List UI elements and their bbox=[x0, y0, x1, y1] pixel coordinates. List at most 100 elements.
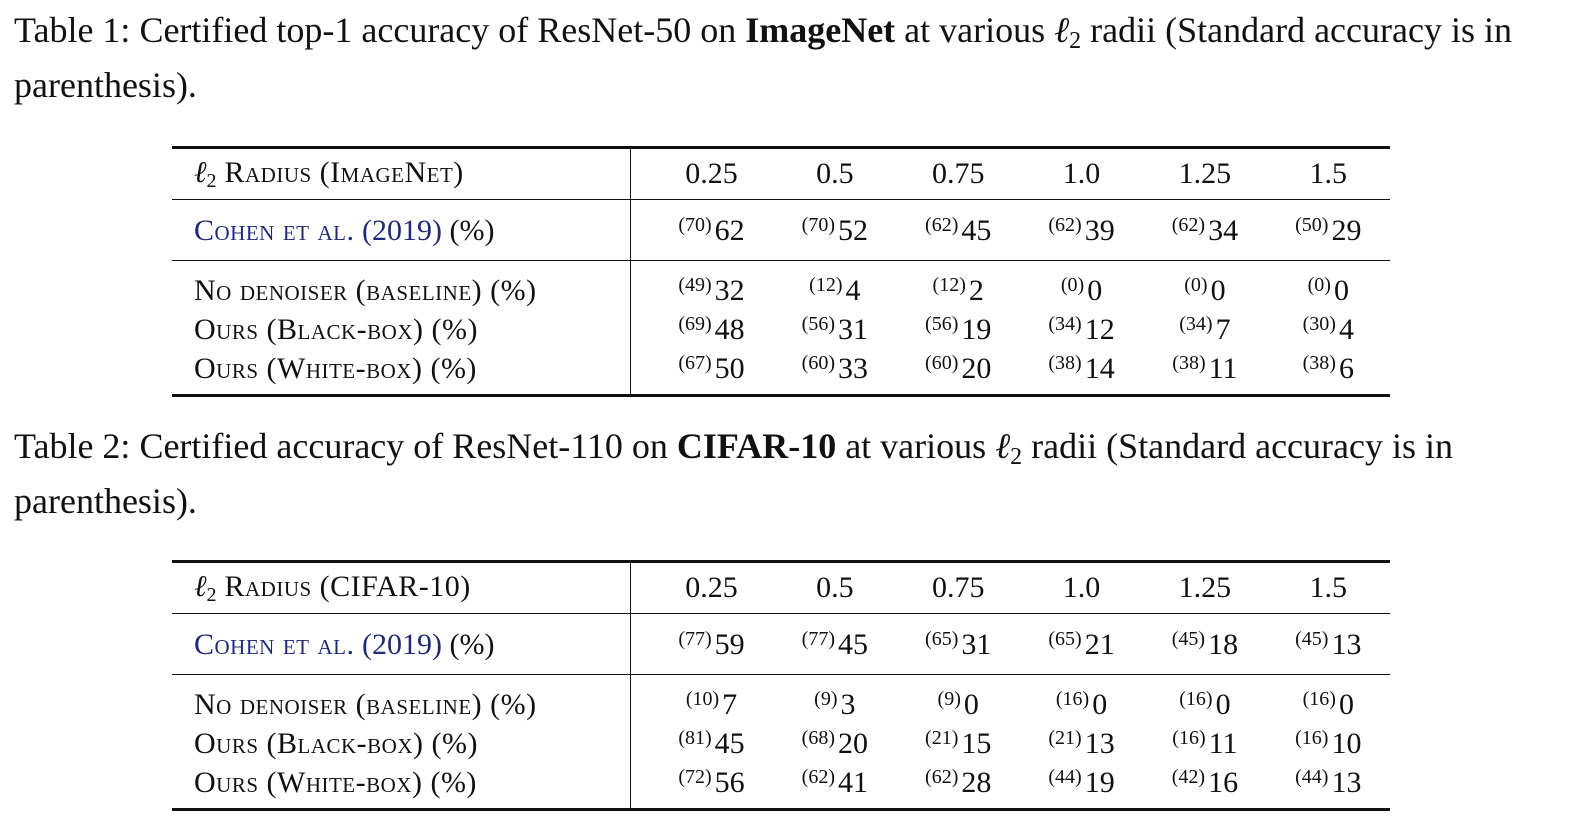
table-cell: (9) 3 bbox=[814, 687, 856, 721]
caption-text: at various bbox=[836, 426, 996, 466]
caption-text: radii (Standard accuracy is in parenthes… bbox=[14, 10, 1512, 105]
citation-year-link[interactable]: (2019) bbox=[361, 214, 442, 247]
table-header-row: ℓ2 Radius (ImageNet) 0.25 0.5 0.75 1.0 1… bbox=[172, 147, 1390, 200]
radius-header: 1.0 bbox=[1062, 157, 1101, 190]
table-cell: (16) 0 bbox=[1302, 687, 1354, 721]
table-cell: (45) 13 bbox=[1295, 628, 1362, 661]
table-row: No denoiser (baseline) (%) (10) 7 (9) 3 (9… bbox=[172, 674, 1390, 724]
l2-norm-symbol: ℓ2 bbox=[995, 426, 1023, 470]
table-cell: (62) 39 bbox=[1048, 214, 1115, 247]
table-cell: (10) 7 bbox=[685, 687, 738, 721]
radius-header: 1.0 bbox=[1062, 571, 1101, 604]
column-divider bbox=[629, 349, 650, 396]
table-cell: (50) 29 bbox=[1295, 214, 1362, 247]
column-divider bbox=[629, 674, 650, 724]
table-cell: (67) 50 bbox=[678, 351, 745, 385]
row-label: Cohen et al. (2019) (%) bbox=[194, 214, 495, 247]
table-cell: (9) 0 bbox=[937, 687, 979, 721]
citation-link[interactable]: Cohen et al. bbox=[194, 214, 355, 247]
column-divider bbox=[629, 199, 650, 261]
table1: ℓ2 Radius (ImageNet) 0.25 0.5 0.75 1.0 1… bbox=[172, 146, 1390, 397]
radius-header: 0.25 bbox=[685, 157, 738, 190]
table-row: Ours (Black-box) (%) (69) 48 (56) 31 (56) 1… bbox=[172, 310, 1390, 349]
caption-text: Table 1: Certified top-1 accuracy of Res… bbox=[14, 10, 746, 50]
header-label: ℓ2 Radius (CIFAR-10) bbox=[194, 569, 471, 606]
column-divider bbox=[629, 310, 650, 349]
table-row: Ours (Black-box) (%) (81) 45 (68) 20 (21) 1… bbox=[172, 724, 1390, 763]
table-cell: (38) 11 bbox=[1172, 351, 1238, 385]
dataset-name: CIFAR-10 bbox=[676, 426, 837, 466]
table-cell: (62) 41 bbox=[801, 765, 868, 799]
radius-header: 1.25 bbox=[1178, 571, 1232, 604]
column-divider bbox=[629, 561, 650, 614]
l2-norm-symbol: ℓ2 bbox=[1054, 10, 1082, 54]
table-cell: (0) 0 bbox=[1184, 273, 1226, 307]
radius-header: 1.25 bbox=[1178, 157, 1232, 190]
table1-caption: Table 1: Certified top-1 accuracy of Res… bbox=[14, 8, 1574, 107]
table-cell: (0) 0 bbox=[1060, 273, 1103, 307]
header-label: ℓ2 Radius (ImageNet) bbox=[194, 155, 464, 192]
table-cell: (12) 2 bbox=[932, 273, 984, 307]
table-cell: (72) 56 bbox=[678, 765, 745, 799]
radius-header: 1.5 bbox=[1309, 157, 1348, 190]
table-row: Ours (White-box) (%) (72) 56 (62) 41 (62) 2… bbox=[172, 763, 1390, 810]
radius-header: 0.75 bbox=[931, 157, 985, 190]
table-cell: (60) 20 bbox=[925, 351, 992, 385]
table-cell: (34) 12 bbox=[1048, 312, 1115, 346]
table-cell: (62) 34 bbox=[1171, 214, 1239, 247]
row-label: Ours (Black-box) (%) bbox=[194, 312, 478, 346]
table-cell: (60) 33 bbox=[801, 351, 868, 385]
table-cell: (34) 7 bbox=[1179, 312, 1231, 346]
dataset-name: ImageNet bbox=[745, 10, 896, 50]
radius-header: 1.5 bbox=[1309, 571, 1348, 604]
table-cell: (77) 59 bbox=[678, 628, 745, 661]
column-divider bbox=[629, 763, 650, 810]
table-row: Ours (White-box) (%) (67) 50 (60) 33 (60) 2… bbox=[172, 349, 1390, 396]
table-cell: (0) 0 bbox=[1307, 273, 1349, 307]
table-cell: (77) 45 bbox=[801, 628, 868, 661]
l2-norm-symbol: ℓ2 bbox=[194, 155, 217, 192]
table-row-cohen: Cohen et al. (2019) (%) (70) 62 (70) 52 (6… bbox=[172, 199, 1390, 261]
row-label: Ours (White-box) (%) bbox=[194, 351, 477, 385]
table-cell: (69) 48 bbox=[678, 312, 745, 346]
table-cell: (21) 13 bbox=[1048, 726, 1115, 760]
row-label: No denoiser (baseline) (%) bbox=[194, 273, 537, 307]
column-divider bbox=[629, 260, 650, 310]
table-cell: (62) 28 bbox=[925, 765, 992, 799]
table-cell: (56) 31 bbox=[801, 312, 868, 346]
table-cell: (56) 19 bbox=[925, 312, 992, 346]
table-cell: (16) 11 bbox=[1172, 726, 1238, 760]
table-cell: (45) 18 bbox=[1171, 628, 1239, 661]
caption-text: at various bbox=[895, 10, 1055, 50]
table-header-row: ℓ2 Radius (CIFAR-10) 0.25 0.5 0.75 1.0 1… bbox=[172, 561, 1390, 614]
table-cell: (70) 52 bbox=[801, 214, 868, 247]
table2: ℓ2 Radius (CIFAR-10) 0.25 0.5 0.75 1.0 1… bbox=[172, 560, 1390, 811]
table-cell: (65) 21 bbox=[1048, 628, 1115, 661]
table-cell: (16) 0 bbox=[1179, 687, 1231, 721]
radius-header: 0.5 bbox=[816, 571, 854, 604]
radius-header: 0.75 bbox=[931, 571, 985, 604]
table-cell: (65) 31 bbox=[925, 628, 992, 661]
table-cell: (70) 62 bbox=[678, 214, 745, 247]
caption-text: Table 2: Certified accuracy of ResNet-11… bbox=[14, 426, 677, 466]
row-label: Cohen et al. (2019) (%) bbox=[194, 628, 495, 661]
citation-link[interactable]: Cohen et al. bbox=[194, 628, 355, 661]
table-row: No denoiser (baseline) (%) (49) 32 (12) 4 … bbox=[172, 260, 1390, 310]
table-cell: (38) 6 bbox=[1302, 351, 1354, 385]
column-divider bbox=[629, 724, 650, 763]
table-cell: (81) 45 bbox=[678, 726, 745, 760]
column-divider bbox=[629, 147, 650, 200]
table-cell: (16) 0 bbox=[1055, 687, 1108, 721]
table-cell: (30) 4 bbox=[1302, 312, 1354, 346]
citation-year-link[interactable]: (2019) bbox=[361, 628, 442, 661]
table-cell: (44) 13 bbox=[1295, 765, 1362, 799]
l2-norm-symbol: ℓ2 bbox=[194, 569, 217, 606]
table-cell: (44) 19 bbox=[1048, 765, 1115, 799]
table-cell: (12) 4 bbox=[809, 273, 861, 307]
caption-text: radii (Standard accuracy is in parenthes… bbox=[14, 426, 1453, 521]
table-cell: (16) 10 bbox=[1295, 726, 1362, 760]
table-cell: (62) 45 bbox=[925, 214, 992, 247]
row-label: Ours (White-box) (%) bbox=[194, 765, 477, 799]
table-cell: (49) 32 bbox=[678, 273, 745, 307]
column-divider bbox=[629, 613, 650, 675]
